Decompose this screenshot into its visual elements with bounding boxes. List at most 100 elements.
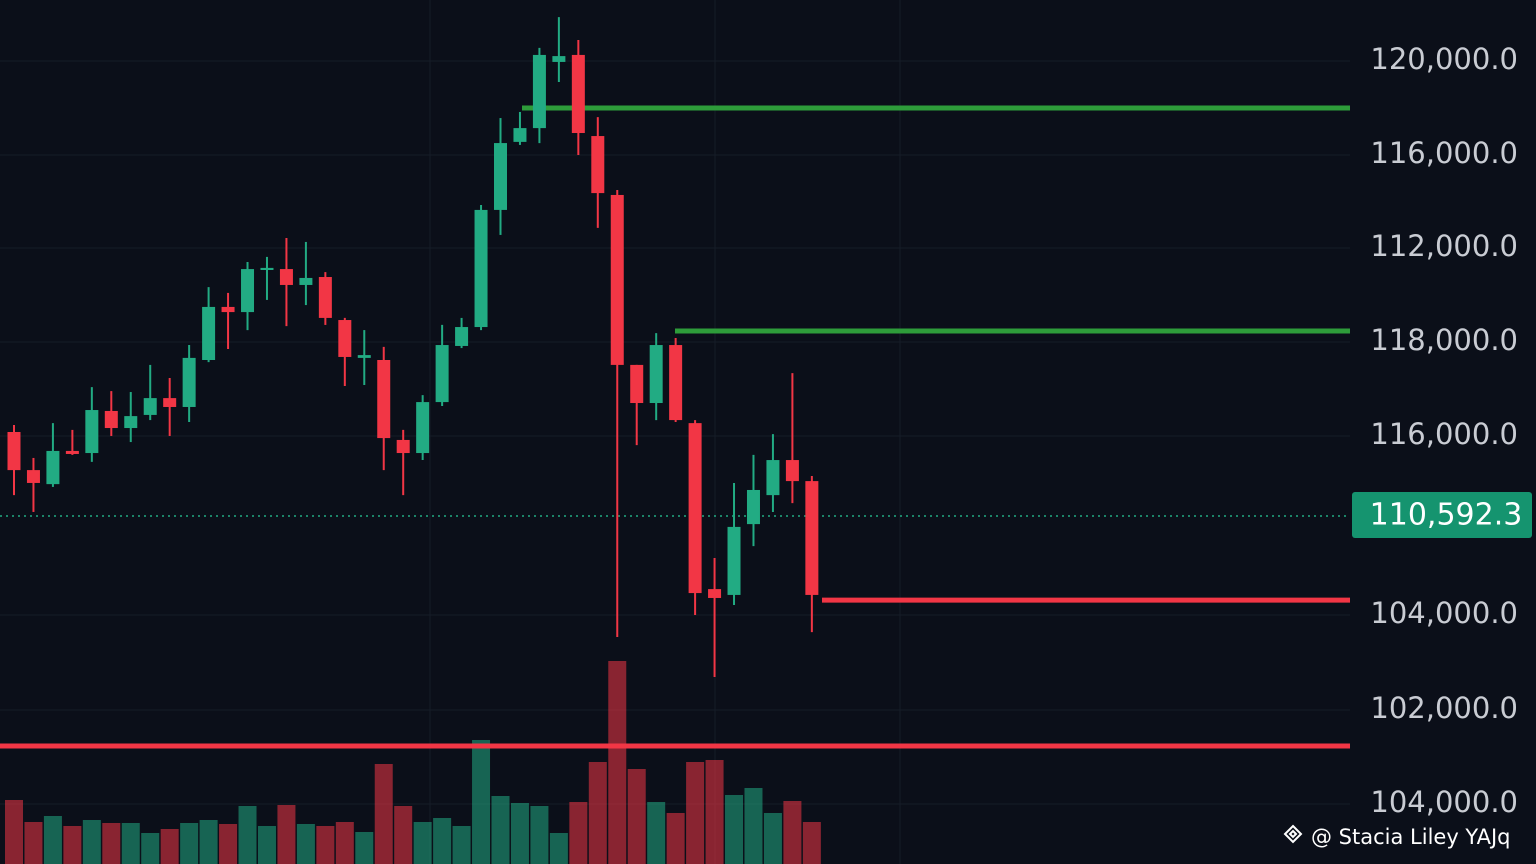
y-axis-label: 118,000.0 [1370, 323, 1518, 357]
volume-bar [413, 822, 432, 864]
y-axis-label: 116,000.0 [1370, 417, 1518, 451]
candle-body [318, 277, 332, 318]
volume-bar [452, 826, 471, 864]
candle-body [532, 54, 546, 129]
last-price-tag [1352, 492, 1532, 538]
volume-bar [316, 826, 335, 864]
volume-bar [180, 823, 199, 864]
y-axis-label: 104,000.0 [1370, 596, 1518, 630]
candle-body [708, 589, 722, 598]
volume-bar [374, 764, 393, 864]
candle-body [182, 357, 196, 407]
candle-body [279, 269, 293, 285]
candle-body [513, 128, 527, 142]
watermark-icon [1283, 824, 1303, 844]
candle-body [65, 450, 79, 454]
volume-bar [627, 769, 646, 864]
candle-body [766, 460, 780, 496]
candle-body [805, 481, 819, 595]
candle-body [338, 320, 352, 357]
volume-bar [43, 816, 62, 864]
candle-body [85, 410, 99, 454]
volume-bar [763, 813, 782, 864]
candle-body [610, 194, 624, 365]
volume-bar [82, 820, 101, 864]
volume-bar [335, 822, 354, 864]
candle-body [785, 460, 799, 482]
candle-body [649, 345, 663, 404]
candle-body [474, 209, 488, 328]
volume-bar [549, 833, 568, 864]
candle-body [746, 489, 760, 525]
volume-bar [238, 806, 257, 864]
y-axis-label: 102,000.0 [1370, 691, 1518, 725]
volume-bar [510, 803, 529, 864]
volume-bar [666, 813, 685, 864]
volume-bar [296, 824, 315, 864]
volume-bar [472, 740, 491, 864]
candle-body [46, 450, 60, 485]
candle-body [299, 277, 313, 285]
candle-body [7, 432, 21, 471]
candle-body [688, 423, 702, 594]
volume-bar [783, 801, 802, 864]
volume-bar [394, 806, 413, 864]
candle-body [163, 398, 177, 407]
volume-bar [219, 824, 238, 864]
candle-body [571, 54, 585, 134]
volume-bar [569, 802, 588, 864]
volume-bar [63, 826, 82, 864]
candle-body [494, 143, 507, 210]
candle-body [221, 306, 235, 313]
candle-body [552, 56, 566, 62]
candle-body [396, 439, 410, 454]
candle-body [241, 269, 255, 313]
volume-bar [744, 788, 763, 864]
candle-body [202, 306, 216, 360]
candle-body [377, 360, 391, 439]
volume-bar [199, 820, 218, 864]
candle-body [260, 267, 274, 270]
volume-bar [802, 822, 821, 864]
candle-body [104, 410, 118, 429]
volume-bar [686, 762, 705, 864]
candle-body [630, 364, 644, 404]
volume-bar [5, 800, 23, 864]
volume-bar [608, 661, 627, 864]
volume-bar [257, 826, 276, 864]
volume-bar [647, 802, 666, 864]
candle-body [727, 526, 741, 595]
y-axis-label: 112,000.0 [1370, 229, 1518, 263]
y-axis-label: 104,000.0 [1370, 785, 1518, 819]
volume-bar [121, 823, 140, 864]
candle-body [591, 136, 605, 194]
volume-bar [705, 760, 724, 864]
volume-bar [491, 796, 510, 864]
y-axis-label: 120,000.0 [1370, 42, 1518, 76]
watermark-text: @ Stacia Liley YAJq [1311, 825, 1511, 849]
y-axis-label: 116,000.0 [1370, 136, 1518, 170]
volume-bar [160, 829, 179, 864]
candle-body [357, 355, 371, 358]
last-price-label: 110,592.3 [1370, 498, 1523, 533]
candle-body [669, 345, 683, 421]
volume-bar [24, 822, 43, 864]
volume-bar [141, 833, 160, 864]
volume-bar [277, 805, 296, 864]
volume-bar [433, 818, 452, 864]
volume-bar [102, 823, 121, 864]
watermark: @ Stacia Liley YAJq [1283, 824, 1511, 849]
candle-body [124, 416, 138, 429]
candle-body [26, 470, 40, 483]
volume-bar [725, 795, 744, 864]
grid [429, 0, 901, 864]
volume-bar [355, 832, 374, 864]
candle-body [455, 327, 469, 346]
candle-body [416, 402, 430, 454]
volume-bar [530, 806, 549, 864]
volume-bar [588, 762, 607, 864]
candle-body [435, 345, 449, 403]
